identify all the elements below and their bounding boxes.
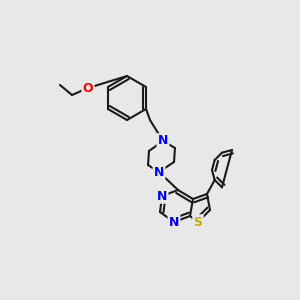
Text: S: S: [194, 215, 202, 229]
Text: N: N: [154, 166, 164, 178]
Text: N: N: [157, 190, 167, 202]
Text: O: O: [83, 82, 93, 94]
Text: N: N: [158, 134, 168, 148]
Text: N: N: [169, 215, 179, 229]
